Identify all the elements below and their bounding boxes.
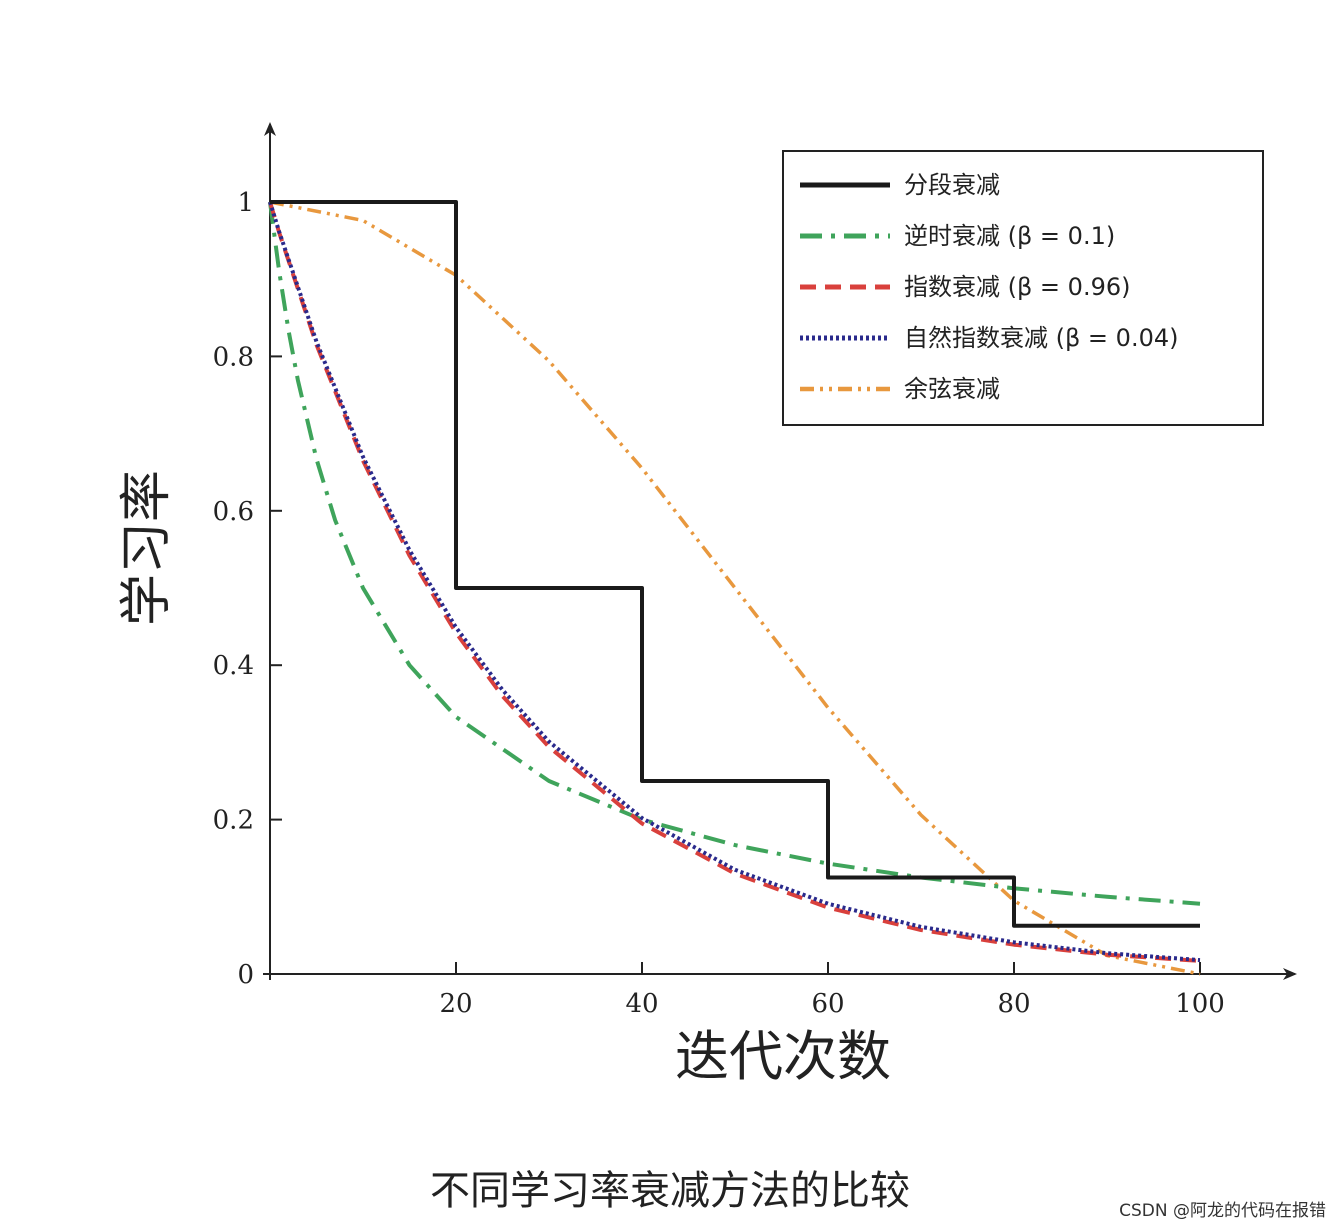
y-tick-label: 0 [237, 960, 254, 990]
series-line-1 [270, 200, 1200, 928]
x-tick-label: 60 [811, 989, 844, 1019]
series-line-4 [268, 201, 1201, 963]
y-tick-label: 0.4 [213, 651, 254, 681]
y-axis-title: 学习率 [117, 470, 177, 626]
x-tick-label: 40 [625, 989, 658, 1019]
watermark: CSDN @阿龙的代码在报错 [1119, 1201, 1326, 1221]
y-tick-label: 0.8 [213, 342, 254, 372]
series-line-3 [268, 201, 1201, 963]
legend-label: 指数衰减 (β = 0.96) [904, 273, 1130, 301]
legend-label: 逆时衰减 (β = 0.1) [904, 222, 1115, 250]
y-tick-label: 0.6 [213, 497, 254, 527]
y-tick-label: 1 [237, 188, 254, 218]
x-tick-label: 20 [439, 989, 472, 1019]
x-axis-title: 迭代次数 [675, 1025, 891, 1088]
x-tick-label: 100 [1175, 989, 1225, 1019]
legend-label: 分段衰减 [904, 171, 1000, 199]
y-tick-label: 0.2 [213, 806, 254, 836]
legend-label: 余弦衰减 [904, 375, 1000, 403]
series-line-2 [268, 201, 1201, 906]
x-tick-label: 80 [997, 989, 1030, 1019]
axis-ticks: 20 40 60 80 100 0 0.2 0.4 0.6 0.8 1 [213, 188, 1225, 1019]
legend-label: 自然指数衰减 (β = 0.04) [904, 324, 1178, 352]
series-layer [268, 200, 1201, 976]
figure-caption: 不同学习率衰减方法的比较 [430, 1168, 910, 1214]
